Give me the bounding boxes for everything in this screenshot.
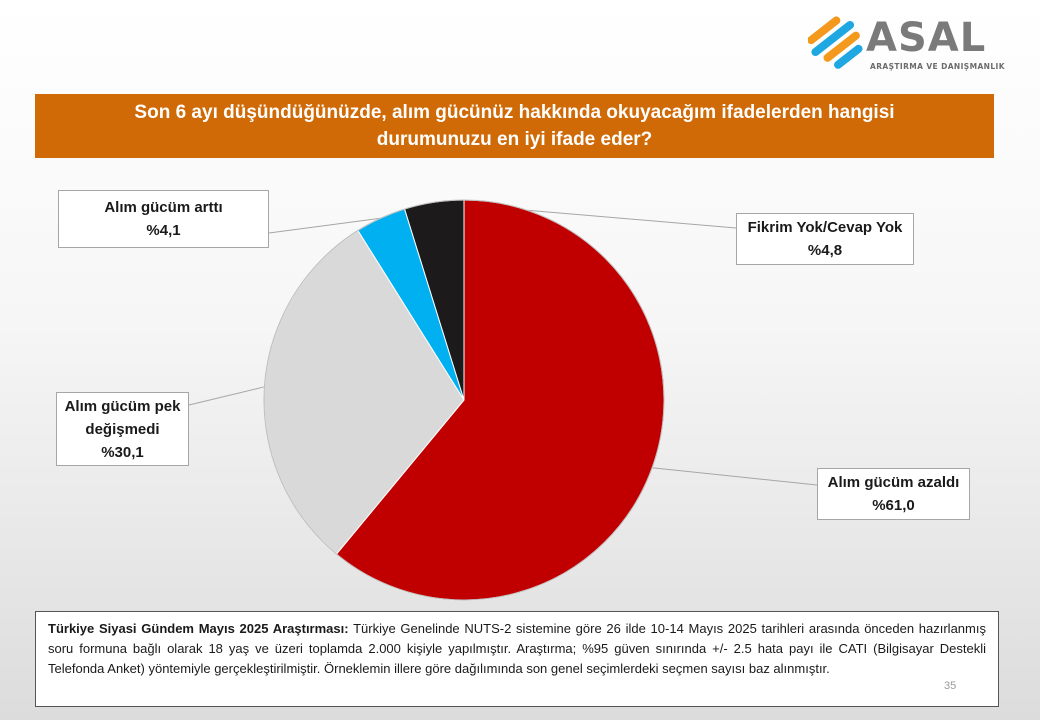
asal-logo-mark-icon xyxy=(808,16,863,69)
leader-line-decreased xyxy=(652,467,818,486)
footnote-body: Türkiye Genelinde NUTS-2 sistemine göre … xyxy=(48,621,986,676)
callout-increased-label: Alım gücüm arttı xyxy=(104,199,223,216)
pie-outline xyxy=(263,199,665,601)
callout-no-opinion-label: Fikrim Yok/Cevap Yok xyxy=(747,219,903,236)
question-title-bar: Son 6 ayı düşündüğünüzde, alım gücünüz h… xyxy=(35,94,994,158)
callout-no-opinion-value: %4,8 xyxy=(807,242,843,259)
leader-line-unchanged xyxy=(188,386,265,406)
callout-unchanged-value: %30,1 xyxy=(101,443,144,461)
page-number: 35 xyxy=(944,680,957,692)
leader-line-increased xyxy=(268,217,381,234)
callout-no-opinion: Fikrim Yok/Cevap Yok %4,8 xyxy=(736,213,914,265)
callout-unchanged: Alım gücüm pek değişmedi %30,1 xyxy=(56,392,189,466)
callout-increased-value: %4,1 xyxy=(146,222,181,239)
callout-decreased: Alım gücüm azaldı %61,0 xyxy=(817,468,970,520)
callout-unchanged-label-2: değişmedi xyxy=(85,420,160,438)
footnote-heading: Türkiye Siyasi Gündem Mayıs 2025 Araştır… xyxy=(48,621,349,636)
question-title: Son 6 ayı düşündüğünüzde, alım gücünüz h… xyxy=(134,102,895,150)
logo-wordmark: ASAL xyxy=(866,15,987,61)
methodology-footnote: Türkiye Siyasi Gündem Mayıs 2025 Araştır… xyxy=(35,611,999,707)
logo-tagline: ARAŞTIRMA VE DANIŞMANLIK xyxy=(870,62,1005,71)
callout-decreased-value: %61,0 xyxy=(872,497,915,514)
pie-slices xyxy=(263,199,665,601)
asal-logo: ASAL ARAŞTIRMA VE DANIŞMANLIK xyxy=(808,14,1005,74)
callout-unchanged-label-1: Alım gücüm pek xyxy=(64,397,181,415)
callout-increased: Alım gücüm arttı %4,1 xyxy=(58,190,269,248)
callout-decreased-label: Alım gücüm azaldı xyxy=(827,474,960,491)
